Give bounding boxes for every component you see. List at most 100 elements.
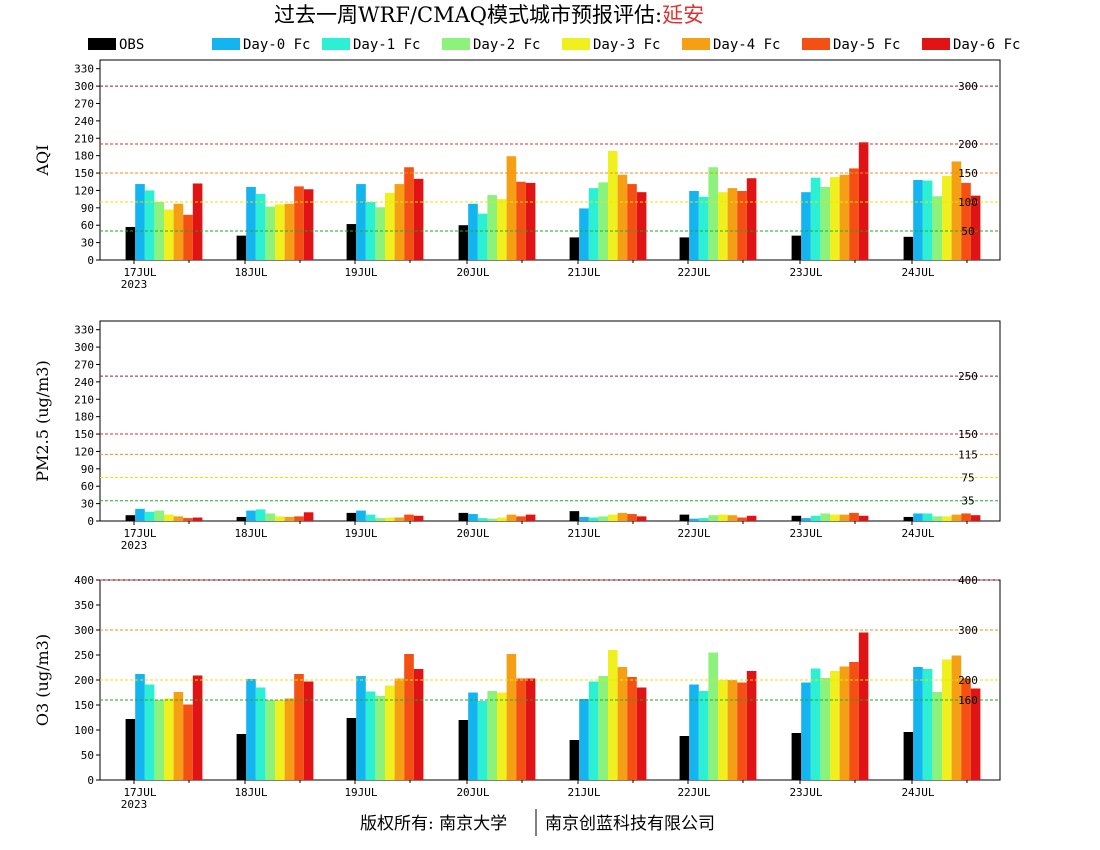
y-tick-label: 270 [74, 97, 94, 110]
bar [246, 510, 256, 521]
bar [922, 513, 933, 521]
bar [173, 516, 184, 521]
bar [903, 516, 914, 521]
bar [144, 190, 155, 260]
y-tick-label: 0 [87, 515, 94, 528]
bar [617, 512, 628, 521]
x-tick-label: 18JUL [234, 786, 267, 799]
bar [951, 161, 962, 260]
x-tick-label: 18JUL [234, 527, 267, 540]
bar [569, 511, 580, 521]
bar [135, 184, 145, 260]
bar [477, 213, 488, 260]
y-tick-label: 180 [74, 411, 94, 424]
threshold-label: 200 [958, 674, 978, 687]
bar [284, 698, 295, 780]
bar [468, 203, 478, 260]
legend-label: OBS [119, 37, 144, 53]
y-tick-label: 30 [81, 237, 94, 250]
bar [579, 516, 589, 521]
threshold-label: 150 [958, 167, 978, 180]
bar [413, 669, 424, 780]
x-tick-label: 20JUL [456, 527, 489, 540]
bar [497, 692, 507, 780]
legend-swatch [442, 38, 470, 50]
bar [830, 514, 840, 521]
y-tick-label: 350 [74, 599, 94, 612]
bar [932, 516, 942, 521]
footer-company: 南京创蓝科技有限公司 [545, 814, 715, 834]
bar [951, 655, 962, 780]
bar [275, 700, 285, 780]
bar [125, 719, 136, 780]
bar [284, 203, 295, 260]
y-tick-label: 240 [74, 376, 94, 389]
bar [636, 516, 647, 521]
bar [942, 659, 952, 780]
bar [839, 514, 850, 521]
bar [970, 195, 981, 260]
bar [830, 177, 840, 260]
bar [791, 235, 802, 260]
bar [394, 184, 405, 260]
bar [858, 142, 869, 260]
bar [458, 720, 469, 780]
y-tick-label: 330 [74, 63, 94, 76]
bar [801, 518, 811, 521]
bar [627, 514, 637, 521]
x-tick-label: 24JUL [901, 527, 934, 540]
bar [303, 189, 314, 260]
x-tick-label: 19JUL [344, 786, 377, 799]
legend-swatch [802, 38, 830, 50]
threshold-label: 300 [958, 80, 978, 93]
y-tick-label: 300 [74, 80, 94, 93]
bar [275, 516, 285, 521]
bar [125, 226, 136, 260]
legend: OBS Day-0 Fc Day-1 Fc Day-2 Fc Day-3 Fc Day-4… [88, 37, 1020, 53]
x-tick-label: 23JUL [789, 266, 822, 279]
x-tick-label: 21JUL [567, 527, 600, 540]
x-tick-label: 23JUL [789, 527, 822, 540]
bar [791, 733, 802, 780]
threshold-label: 115 [958, 448, 978, 461]
bar [255, 509, 266, 521]
y-axis-label: PM2.5 (ug/m3) [33, 360, 52, 481]
bar [903, 236, 914, 260]
bar [497, 517, 507, 521]
y-tick-label: 0 [87, 254, 94, 267]
bar [951, 514, 962, 521]
bar [810, 515, 821, 521]
chart-panel: 0 30 60 90 120 150 180 210 240 270 300 330 PM2.5 (ug… [33, 320, 1001, 552]
year-label: 2023 [121, 798, 148, 811]
bar [849, 512, 859, 521]
bar [579, 699, 589, 780]
bar [849, 168, 859, 260]
bar [487, 691, 497, 780]
legend-label: Day-2 Fc [473, 37, 540, 53]
bar [284, 516, 295, 521]
y-tick-label: 300 [74, 624, 94, 637]
x-tick-label: 21JUL [567, 786, 600, 799]
bar [255, 687, 266, 780]
x-tick-label: 21JUL [567, 266, 600, 279]
bar [746, 515, 757, 521]
x-tick-label: 17JUL [123, 786, 156, 799]
y-tick-label: 240 [74, 115, 94, 128]
bar [135, 674, 145, 780]
y-tick-label: 270 [74, 358, 94, 371]
legend-swatch [922, 38, 950, 50]
bar [154, 510, 164, 521]
y-tick-label: 90 [81, 463, 94, 476]
title-city: 延安 [662, 3, 704, 27]
bar [144, 684, 155, 780]
legend-label: Day-1 Fc [353, 37, 420, 53]
bar [679, 736, 690, 780]
legend-label: Day-4 Fc [713, 37, 780, 53]
year-label: 2023 [121, 539, 148, 552]
y-tick-label: 200 [74, 674, 94, 687]
bar [154, 700, 164, 780]
y-tick-label: 100 [74, 724, 94, 737]
x-tick-label: 24JUL [901, 266, 934, 279]
bar [164, 209, 174, 260]
bar [820, 186, 830, 260]
